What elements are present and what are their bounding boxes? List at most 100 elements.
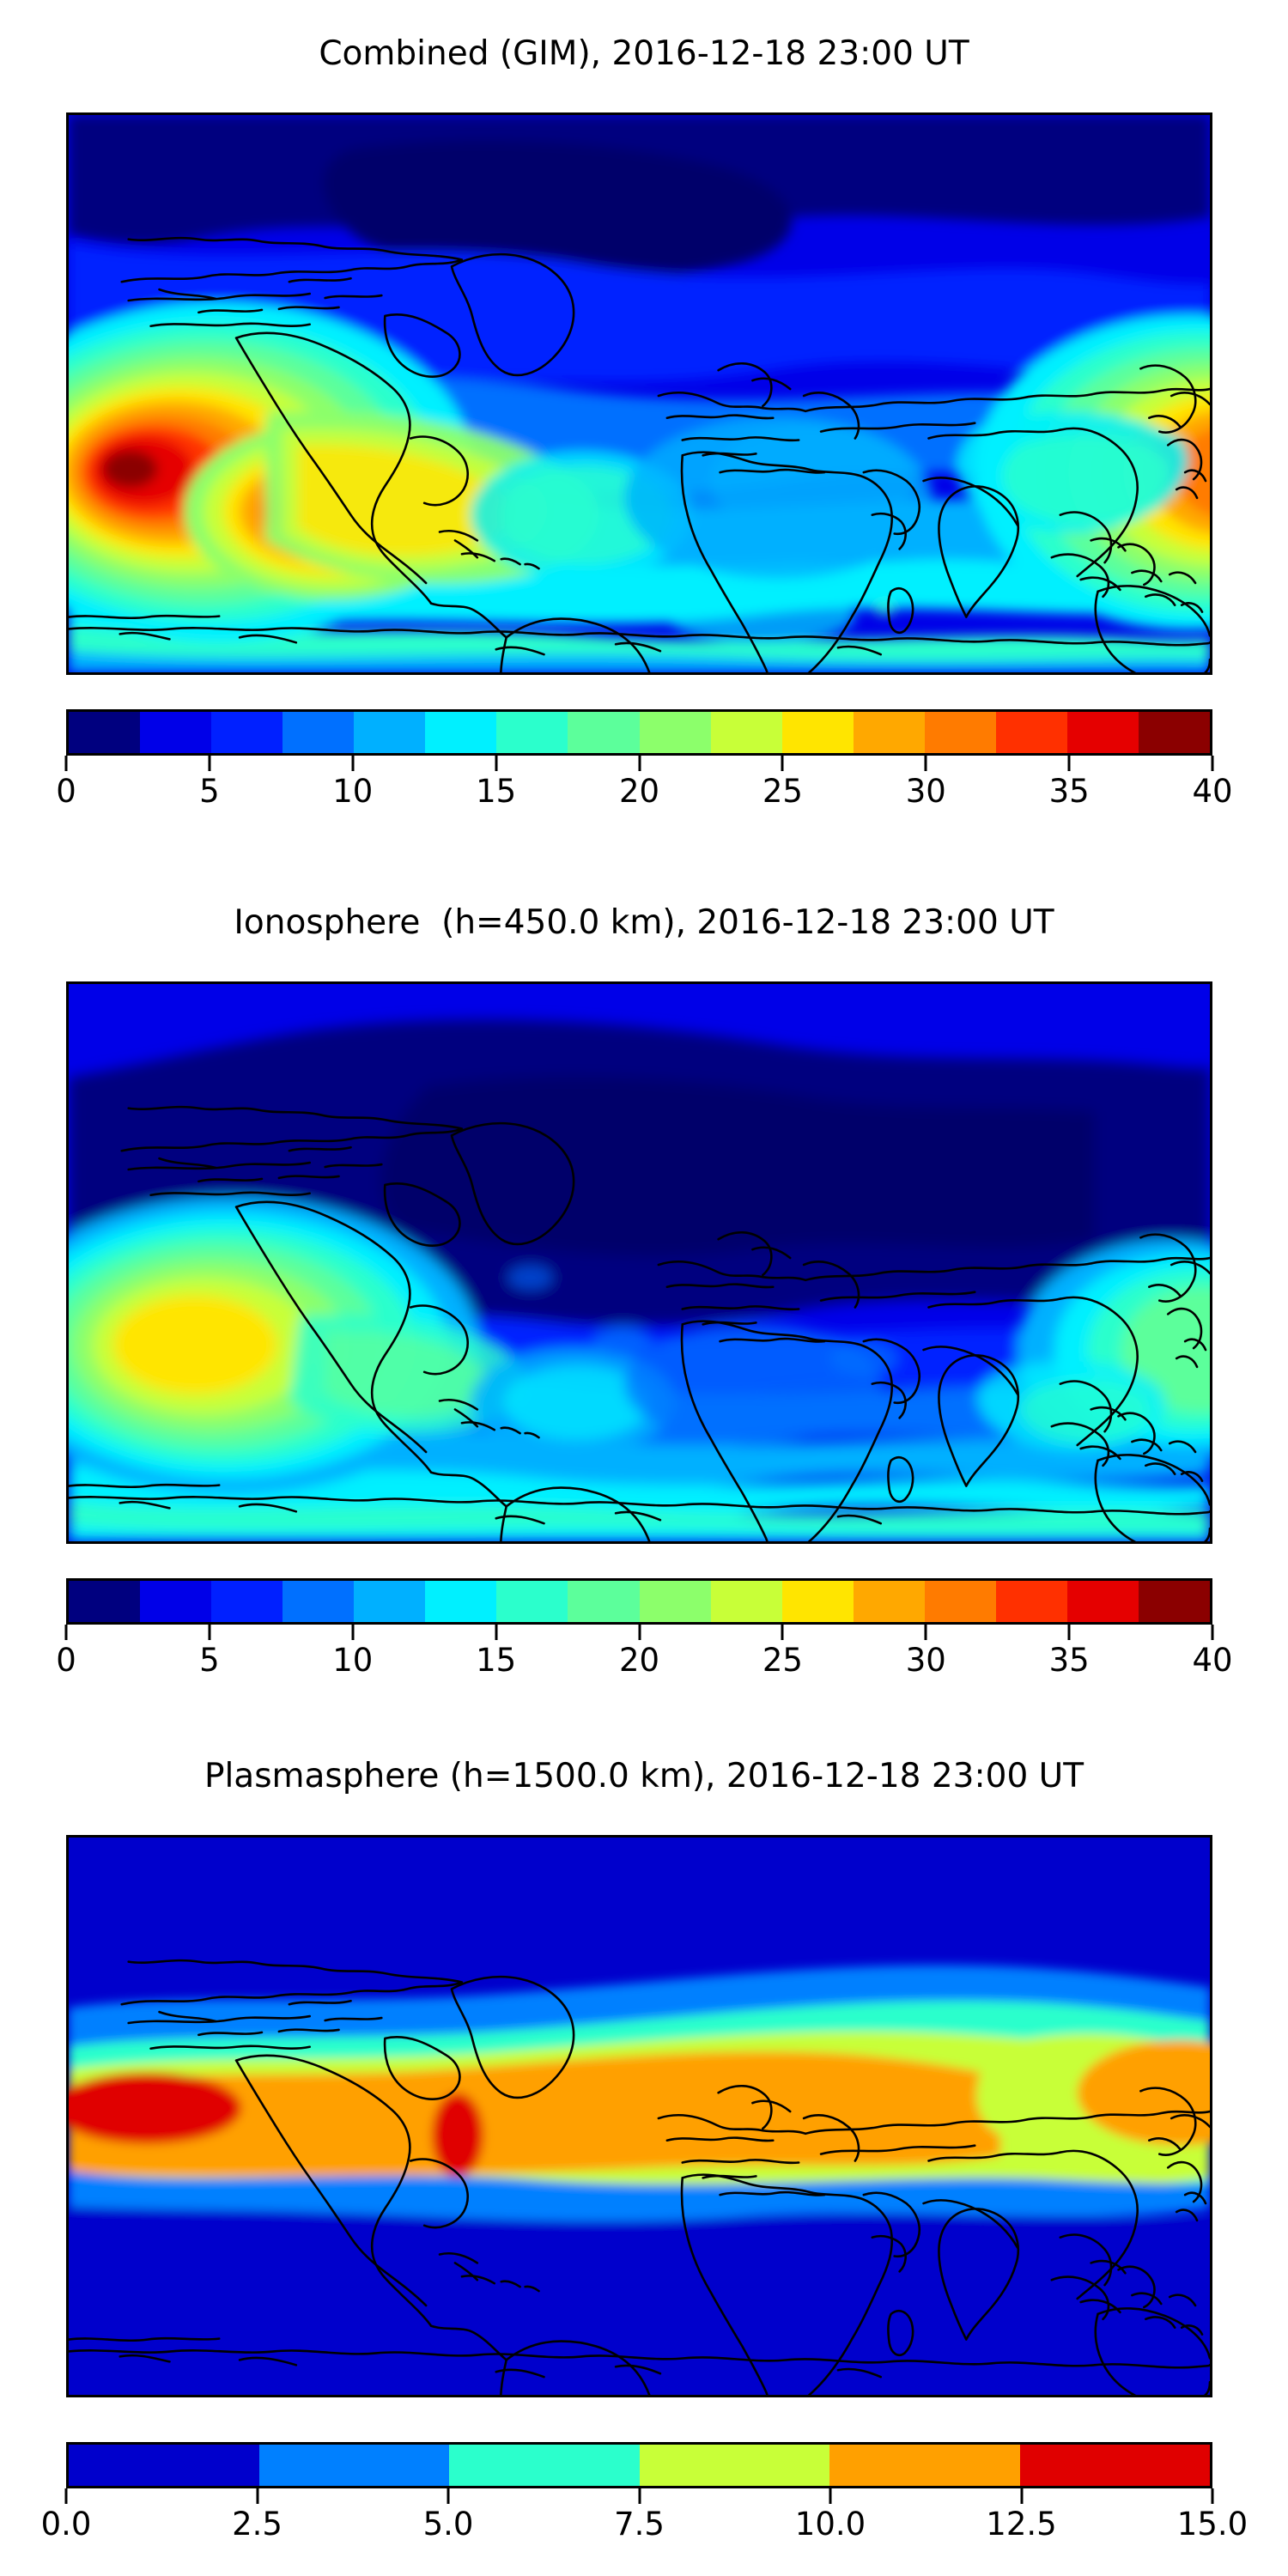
- colorbar-ionosphere-tick-label-0: 0: [56, 1642, 76, 1679]
- colorbar-combined-swatch-0: [69, 712, 141, 753]
- colorbar-ionosphere-tick-label-6: 30: [905, 1642, 946, 1679]
- panel-ionosphere: Ionosphere (h=450.0 km), 2016-12-18 23:0…: [0, 869, 1288, 1728]
- colorbar-combined-tick-label-1: 5: [199, 773, 220, 810]
- tec-map-ionosphere: [66, 981, 1212, 1544]
- colorbar-combined-tick-label-7: 35: [1048, 773, 1090, 810]
- colorbar-ionosphere-tick-8: [1211, 1625, 1214, 1640]
- colorbar-plasmasphere-tick-2: [447, 2488, 450, 2504]
- colorbar-plasmasphere-tick-label-2: 5.0: [422, 2506, 474, 2543]
- colorbar-combined-swatch-11: [853, 712, 925, 753]
- colorbar-combined-ticks: [64, 756, 1214, 771]
- panel-title-ionosphere: Ionosphere (h=450.0 km), 2016-12-18 23:0…: [234, 903, 1054, 942]
- colorbar-plasmasphere-swatch-2: [449, 2445, 640, 2486]
- colorbar-plasmasphere-labels: 0.0 2.5 5.0 7.5 10.0 12.5 15.0: [41, 2506, 1249, 2547]
- colorbar-plasmasphere-tick-4: [829, 2488, 832, 2504]
- colorbar-plasmasphere-tick-label-0: 0.0: [40, 2506, 92, 2543]
- colorbar-plasmasphere-tick-label-5: 12.5: [986, 2506, 1057, 2543]
- colorbar-ionosphere-tick-4: [638, 1625, 641, 1640]
- colorbar-ionosphere-tick-label-2: 10: [332, 1642, 374, 1679]
- colorbar-plasmasphere-ticks: [64, 2488, 1214, 2504]
- colorbar-ionosphere-swatch-3: [283, 1581, 355, 1622]
- colorbar-plasmasphere-swatch-0: [69, 2445, 259, 2486]
- colorbar-combined-tick-label-2: 10: [332, 773, 374, 810]
- colorbar-combined-swatch-13: [995, 712, 1067, 753]
- colorbar-ionosphere-labels: 0 5 10 15 20 25 30 35 40: [56, 1642, 1232, 1683]
- colorbar-combined-swatch-8: [639, 712, 711, 753]
- colorbar-ionosphere-swatch-11: [853, 1581, 925, 1622]
- panel-combined-gim: Combined (GIM), 2016-12-18 23:00 UT: [0, 0, 1288, 859]
- colorbar-ionosphere-gradient: [66, 1578, 1212, 1625]
- panel-title-plasmasphere: Plasmasphere (h=1500.0 km), 2016-12-18 2…: [204, 1757, 1084, 1795]
- colorbar-ionosphere-tick-3: [495, 1625, 498, 1640]
- colorbar-ionosphere-swatch-10: [781, 1581, 854, 1622]
- colorbar-plasmasphere-tick-6: [1211, 2488, 1214, 2504]
- tec-map-ionosphere-canvas: [69, 984, 1210, 1541]
- colorbar-combined-tick-6: [924, 756, 927, 771]
- tec-map-plasmasphere: [66, 1835, 1212, 2397]
- colorbar-combined-tick-1: [208, 756, 211, 771]
- colorbar-combined-labels: 0 5 10 15 20 25 30 35 40: [56, 773, 1232, 814]
- colorbar-ionosphere-swatch-6: [496, 1581, 568, 1622]
- colorbar-ionosphere-tick-2: [351, 1625, 355, 1640]
- colorbar-combined-swatch-15: [1138, 712, 1210, 753]
- colorbar-plasmasphere-swatch-4: [829, 2445, 1020, 2486]
- colorbar-combined-swatch-12: [924, 712, 996, 753]
- colorbar-plasmasphere: 0.0 2.5 5.0 7.5 10.0 12.5 15.0: [41, 2442, 1249, 2554]
- colorbar-combined-tick-4: [638, 756, 641, 771]
- colorbar-plasmasphere-tick-0: [64, 2488, 68, 2504]
- colorbar-combined-tick-label-3: 15: [476, 773, 517, 810]
- colorbar-plasmasphere-swatch-5: [1019, 2445, 1210, 2486]
- tec-map-combined: [66, 112, 1212, 675]
- colorbar-combined-tick-label-5: 25: [762, 773, 803, 810]
- colorbar-ionosphere-swatch-7: [568, 1581, 640, 1622]
- colorbar-combined-tick-8: [1211, 756, 1214, 771]
- colorbar-combined-swatch-3: [283, 712, 355, 753]
- colorbar-plasmasphere-tick-5: [1020, 2488, 1023, 2504]
- colorbar-combined-gradient: [66, 709, 1212, 756]
- colorbar-combined-swatch-5: [425, 712, 497, 753]
- colorbar-plasmasphere-swatch-3: [639, 2445, 829, 2486]
- colorbar-plasmasphere-tick-label-4: 10.0: [794, 2506, 866, 2543]
- colorbar-combined-swatch-2: [211, 712, 283, 753]
- panel-plasmasphere: Plasmasphere (h=1500.0 km), 2016-12-18 2…: [0, 1738, 1288, 2576]
- colorbar-plasmasphere-tick-label-3: 7.5: [614, 2506, 665, 2543]
- colorbar-ionosphere-tick-label-5: 25: [762, 1642, 803, 1679]
- colorbar-plasmasphere-tick-3: [638, 2488, 641, 2504]
- colorbar-combined-tick-label-0: 0: [56, 773, 76, 810]
- colorbar-combined: 0 5 10 15 20 25 30 35 40: [56, 709, 1233, 821]
- colorbar-ionosphere-swatch-4: [354, 1581, 426, 1622]
- colorbar-combined-swatch-7: [568, 712, 640, 753]
- tec-map-combined-canvas: [69, 115, 1210, 672]
- colorbar-ionosphere-tick-label-4: 20: [618, 1642, 660, 1679]
- colorbar-combined-swatch-1: [140, 712, 212, 753]
- colorbar-combined-swatch-9: [710, 712, 782, 753]
- colorbar-combined-swatch-6: [496, 712, 568, 753]
- colorbar-combined-tick-0: [64, 756, 68, 771]
- colorbar-combined-tick-label-8: 40: [1192, 773, 1233, 810]
- colorbar-ionosphere-tick-6: [924, 1625, 927, 1640]
- colorbar-ionosphere-swatch-13: [995, 1581, 1067, 1622]
- colorbar-combined-tick-2: [351, 756, 355, 771]
- colorbar-combined-tick-label-4: 20: [618, 773, 660, 810]
- colorbar-combined-swatch-10: [781, 712, 854, 753]
- panel-title-combined: Combined (GIM), 2016-12-18 23:00 UT: [319, 34, 969, 73]
- colorbar-combined-tick-label-6: 30: [905, 773, 946, 810]
- colorbar-ionosphere-tick-label-3: 15: [476, 1642, 517, 1679]
- colorbar-combined-swatch-14: [1066, 712, 1139, 753]
- colorbar-plasmasphere-tick-label-1: 2.5: [232, 2506, 283, 2543]
- tec-map-plasmasphere-canvas: [69, 1838, 1210, 2395]
- colorbar-ionosphere-swatch-0: [69, 1581, 141, 1622]
- colorbar-ionosphere-swatch-9: [710, 1581, 782, 1622]
- colorbar-ionosphere-tick-label-1: 5: [199, 1642, 220, 1679]
- colorbar-ionosphere-swatch-12: [924, 1581, 996, 1622]
- colorbar-combined-swatch-4: [354, 712, 426, 753]
- colorbar-plasmasphere-swatch-1: [258, 2445, 449, 2486]
- colorbar-ionosphere-tick-1: [208, 1625, 211, 1640]
- colorbar-ionosphere-swatch-14: [1066, 1581, 1139, 1622]
- colorbar-ionosphere-tick-label-7: 35: [1048, 1642, 1090, 1679]
- colorbar-combined-tick-7: [1067, 756, 1071, 771]
- colorbar-ionosphere-tick-5: [781, 1625, 784, 1640]
- colorbar-ionosphere-tick-label-8: 40: [1192, 1642, 1233, 1679]
- colorbar-ionosphere-swatch-15: [1138, 1581, 1210, 1622]
